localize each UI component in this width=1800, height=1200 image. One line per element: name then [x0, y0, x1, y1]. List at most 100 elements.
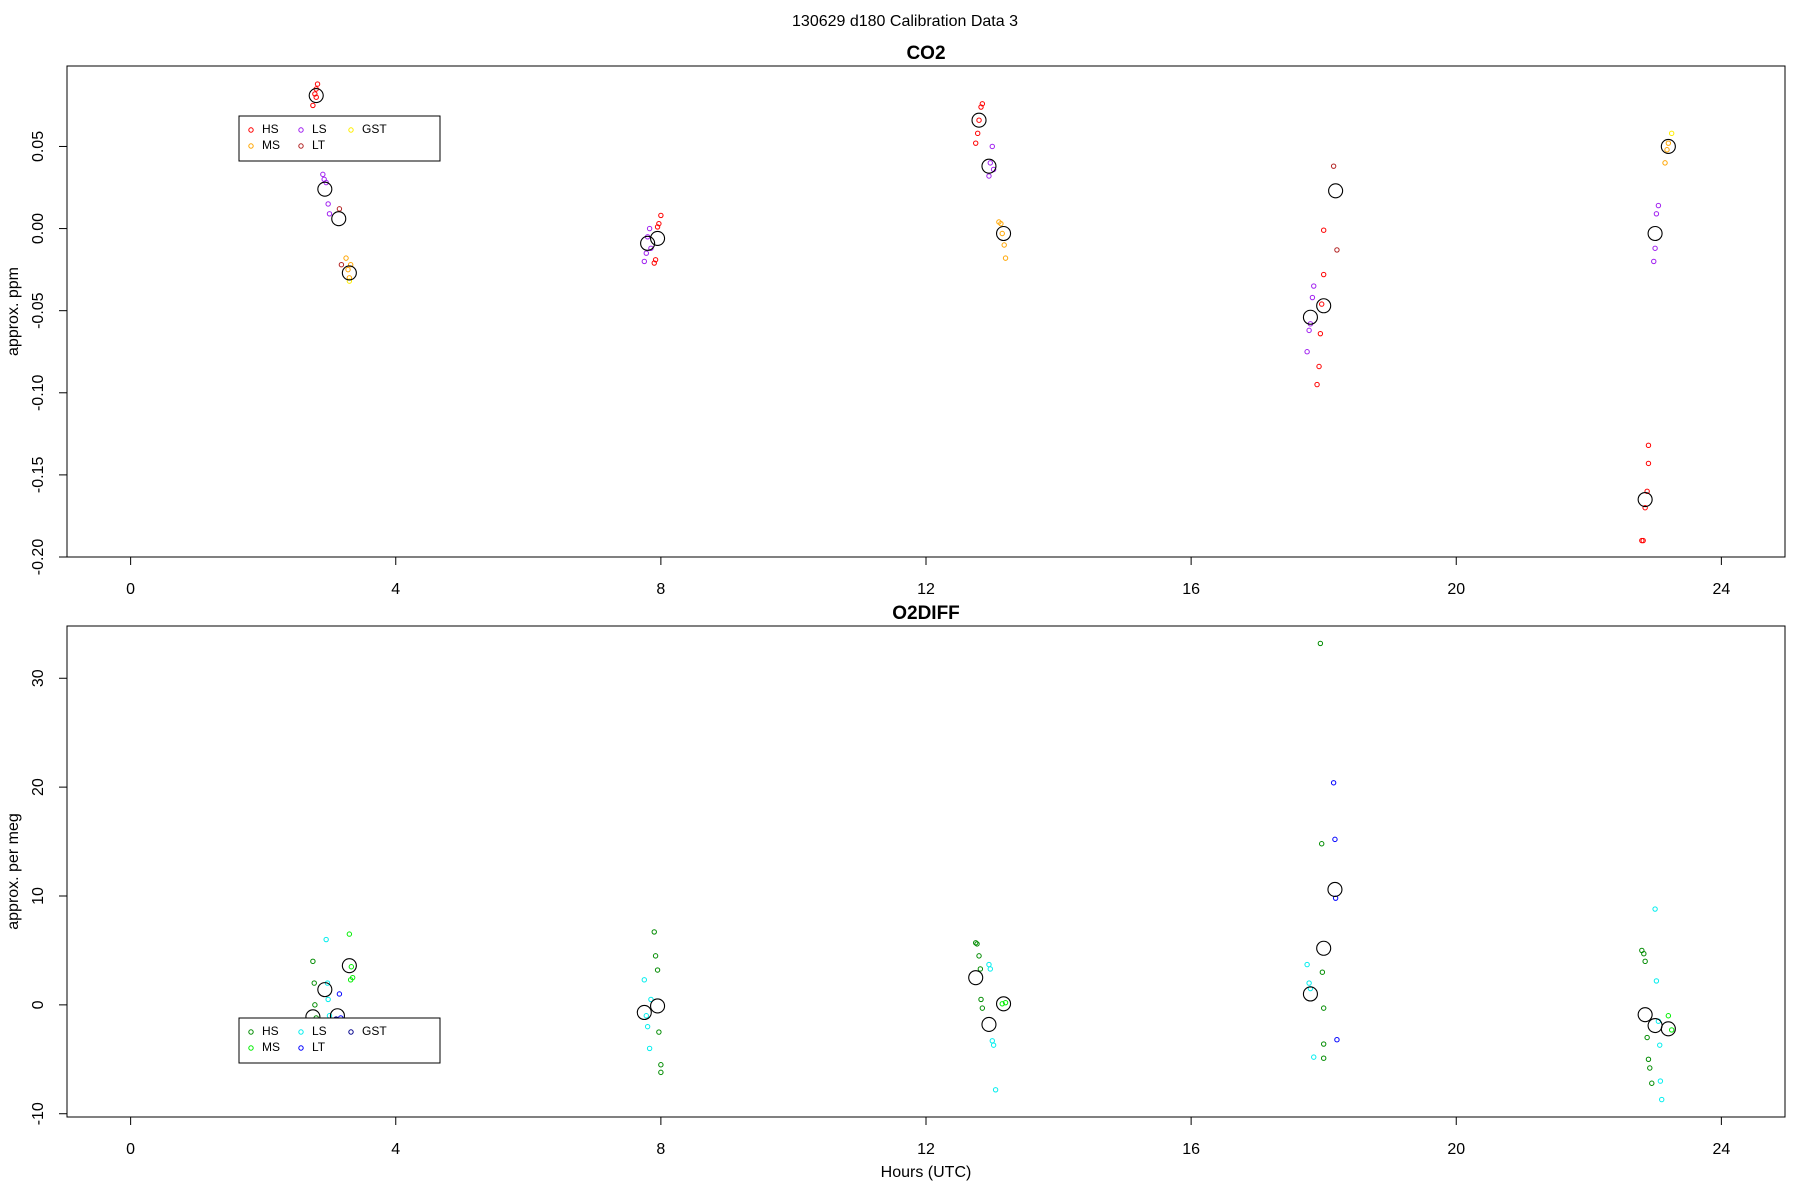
data-point — [1306, 327, 1312, 334]
data-point — [343, 255, 349, 261]
legend-label: HS — [262, 1024, 279, 1038]
data-point — [641, 977, 648, 983]
data-point — [1652, 245, 1658, 251]
data-point — [1314, 381, 1320, 388]
data-point — [338, 261, 345, 268]
x-tick-label: 12 — [917, 581, 935, 598]
data-point — [1657, 1042, 1663, 1048]
y-tick-label: -0.10 — [30, 374, 47, 411]
data-point — [987, 966, 993, 972]
x-tick-label: 12 — [917, 1141, 935, 1158]
data-point — [1332, 836, 1338, 843]
data-point — [1641, 950, 1647, 957]
mean-marker — [317, 982, 333, 998]
data-point — [1317, 640, 1324, 647]
x-tick-label: 20 — [1447, 581, 1465, 598]
y-tick-label: -10 — [30, 1102, 47, 1125]
mean-marker — [341, 958, 357, 974]
data-point — [1306, 980, 1312, 986]
mean-marker — [1647, 1017, 1663, 1034]
mean-marker — [636, 1004, 652, 1021]
mean-marker — [1328, 183, 1344, 199]
data-point — [973, 940, 979, 946]
legend-box — [238, 1017, 441, 1064]
x-tick-label: 20 — [1447, 1141, 1465, 1158]
data-point — [658, 212, 664, 219]
mean-marker — [968, 970, 984, 986]
mean-marker — [331, 211, 347, 227]
y-tick-label: 0.00 — [30, 213, 47, 244]
legend-label: LS — [312, 1024, 327, 1038]
data-point — [1304, 349, 1310, 355]
legend-box — [238, 115, 441, 162]
data-point — [1662, 160, 1668, 166]
legend-label: LS — [312, 122, 327, 136]
legend-label: LT — [312, 138, 326, 152]
data-point — [1642, 958, 1648, 965]
data-point — [349, 974, 356, 981]
x-axis-label: Hours (UTC) — [881, 1164, 972, 1181]
data-point — [641, 258, 648, 265]
data-point — [658, 1062, 664, 1068]
x-tick-label: 8 — [656, 1141, 665, 1158]
data-point — [986, 173, 992, 179]
data-point — [311, 980, 317, 986]
legend-marker — [298, 1045, 304, 1051]
mean-marker — [1316, 940, 1332, 956]
data-point — [1334, 1037, 1340, 1043]
legend-marker — [298, 143, 304, 149]
legend-marker — [248, 127, 254, 133]
data-point — [990, 1042, 997, 1048]
legend-marker — [298, 1029, 304, 1035]
legend-label: GST — [362, 1024, 387, 1038]
data-point — [1664, 147, 1670, 153]
data-point — [1653, 211, 1660, 217]
data-point — [1668, 1027, 1675, 1033]
x-tick-label: 0 — [126, 1141, 135, 1158]
data-point — [1651, 258, 1657, 265]
data-point — [1653, 978, 1660, 984]
data-point — [1311, 1054, 1317, 1060]
data-point — [1320, 271, 1327, 278]
data-point — [314, 81, 321, 87]
data-point — [310, 958, 316, 965]
x-tick-label: 24 — [1712, 581, 1730, 598]
data-point — [1642, 505, 1648, 511]
data-point — [648, 996, 654, 1003]
data-point — [336, 206, 343, 212]
data-point — [1665, 140, 1672, 146]
data-point — [999, 1001, 1005, 1007]
data-point — [1645, 442, 1652, 449]
mean-marker — [1647, 225, 1663, 242]
data-point — [658, 1069, 664, 1076]
data-point — [998, 220, 1004, 227]
data-point — [1644, 488, 1650, 495]
legend-label: LT — [312, 1040, 326, 1054]
data-point — [1657, 1078, 1664, 1084]
data-point — [1318, 841, 1325, 847]
y-axis-label: approx. per meg — [5, 813, 22, 930]
data-point — [1002, 999, 1009, 1006]
data-point — [654, 967, 661, 973]
data-point — [347, 261, 354, 268]
data-point — [992, 1087, 999, 1093]
data-point — [646, 225, 653, 232]
mean-marker — [1637, 491, 1653, 508]
mean-marker — [981, 158, 997, 174]
data-point — [643, 1013, 649, 1019]
data-point — [977, 966, 984, 972]
data-point — [651, 260, 657, 266]
data-point — [651, 929, 657, 935]
y-tick-label: -0.20 — [30, 539, 47, 576]
data-point — [1334, 247, 1340, 253]
data-point — [979, 101, 986, 107]
data-point — [1319, 969, 1326, 975]
mean-marker — [971, 112, 987, 128]
data-point — [312, 1002, 318, 1008]
x-tick-label: 16 — [1182, 581, 1200, 598]
x-tick-label: 16 — [1182, 1141, 1200, 1158]
data-point — [1652, 906, 1658, 912]
data-point — [1330, 780, 1337, 786]
mean-marker — [308, 88, 324, 104]
